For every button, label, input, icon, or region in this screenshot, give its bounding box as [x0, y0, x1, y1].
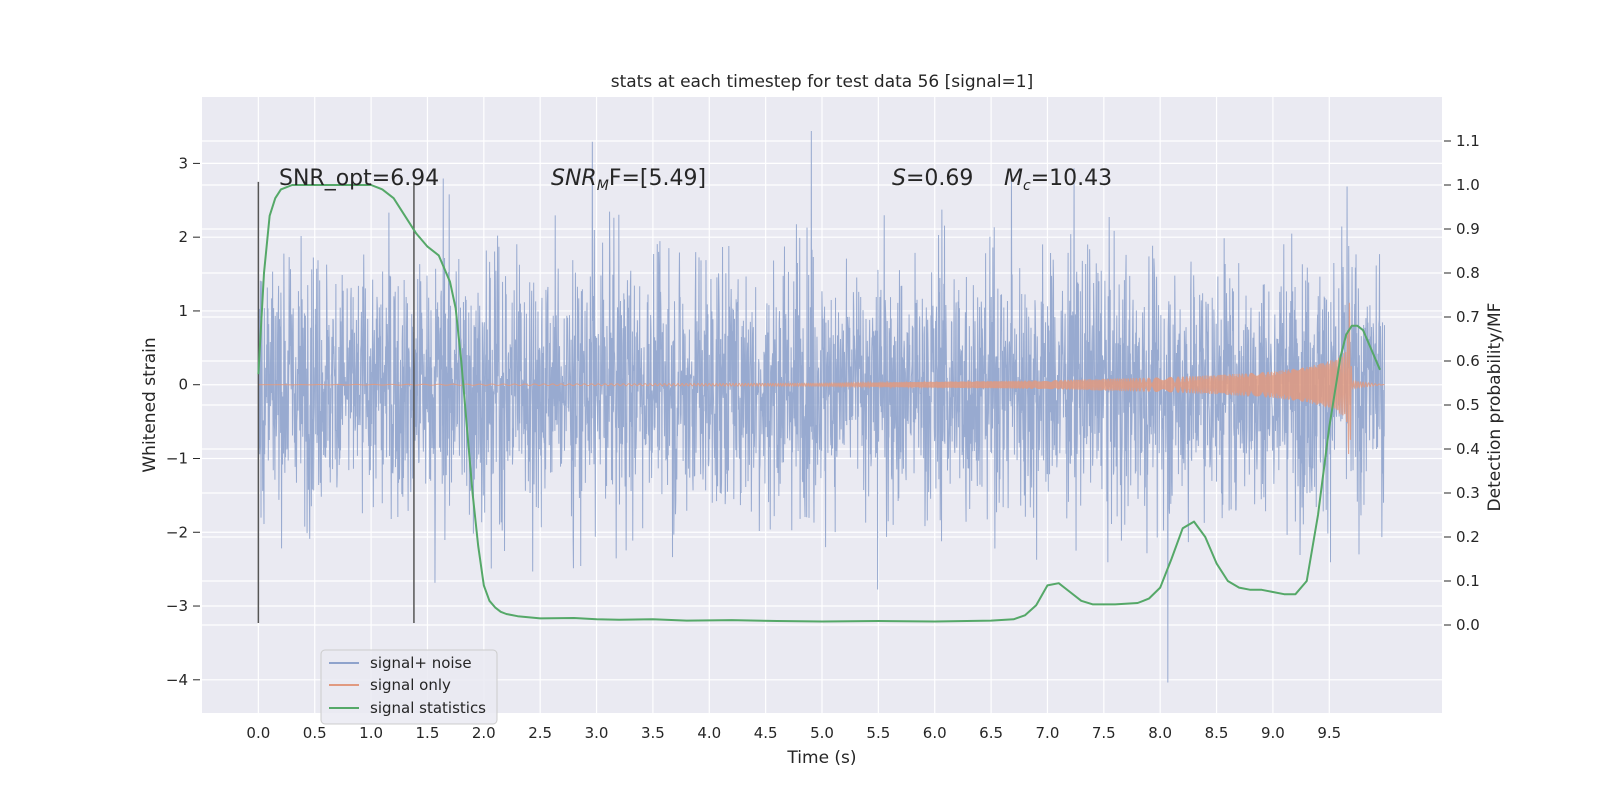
x-tick-label: 4.5 [754, 724, 778, 742]
y-tick-label: 2 [178, 228, 188, 246]
x-tick-label: 1.5 [416, 724, 440, 742]
signal-only-series [258, 302, 1385, 454]
x-axis-title: Time (s) [786, 748, 856, 768]
legend: signal+ noise signal only signal statist… [320, 649, 498, 725]
x-tick-label: 0.5 [303, 724, 327, 742]
x-tick-label: 0.0 [246, 724, 270, 742]
y-right-tick-labels: 1.1 1.0 0.9 0.8 0.7 0.6 0.5 0.4 0.3 0.2 0.1 0.0 [1444, 132, 1480, 634]
x-tick-label: 3.0 [585, 724, 609, 742]
y-right-tick-label: 0.2 [1456, 528, 1480, 546]
legend-label-noise: signal+ noise [370, 654, 472, 672]
snr-mf-base: SNR [551, 166, 597, 191]
legend-label-stats: signal statistics [370, 699, 486, 717]
mc-base: M [1004, 166, 1023, 191]
legend-label-signal: signal only [370, 676, 451, 694]
x-tick-label: 3.5 [641, 724, 665, 742]
s-annotation: S=0.69 [892, 166, 973, 191]
y-right-tick-label: 0.4 [1456, 440, 1480, 458]
noise-trace [257, 130, 1386, 683]
y-right-tick-label: 0.5 [1456, 396, 1480, 414]
snr-mf-annotation: SNRMF=[5.49] [551, 166, 706, 194]
y-right-tick-label: 1.1 [1456, 132, 1480, 150]
y-tick-label: −4 [166, 671, 188, 689]
x-tick-label: 2.0 [472, 724, 496, 742]
y-tick-label: 0 [178, 376, 188, 394]
x-tick-label: 1.0 [359, 724, 383, 742]
s-value: =0.69 [906, 166, 973, 191]
chart-title: stats at each timestep for test data 56 … [611, 72, 1034, 92]
x-tick-label: 9.5 [1317, 724, 1341, 742]
y-right-tick-label: 0.3 [1456, 484, 1480, 502]
mc-value: =10.43 [1031, 166, 1112, 191]
x-tick-label: 5.5 [866, 724, 890, 742]
x-tick-label: 5.0 [810, 724, 834, 742]
y-right-tick-label: 0.9 [1456, 220, 1480, 238]
x-tick-label: 8.0 [1148, 724, 1172, 742]
snr-opt-annotation: SNR_opt=6.94 [279, 166, 439, 191]
y-tick-label: 3 [178, 154, 188, 172]
mc-annotation: Mc=10.43 [1004, 166, 1112, 194]
y-right-tick-label: 0.8 [1456, 264, 1480, 282]
x-tick-label: 6.5 [979, 724, 1003, 742]
y-right-tick-label: 1.0 [1456, 176, 1480, 194]
x-tick-label: 7.0 [1036, 724, 1060, 742]
legend-box [320, 649, 498, 725]
s-label: S [892, 166, 906, 191]
y-axis-title: Whitened strain [140, 337, 160, 472]
y-tick-label: −3 [166, 597, 188, 615]
y-tick-label: 1 [178, 302, 188, 320]
x-tick-label: 4.0 [697, 724, 721, 742]
y-right-axis-title: Detection probability/MF [1485, 303, 1505, 512]
y-right-tick-label: 0.1 [1456, 572, 1480, 590]
snr-mf-sub: M [597, 178, 609, 194]
x-tick-label: 7.5 [1092, 724, 1116, 742]
marker-lines [257, 181, 415, 623]
statistics-trace [257, 184, 1381, 623]
y-right-tick-label: 0.7 [1456, 308, 1480, 326]
x-tick-label: 9.0 [1261, 724, 1285, 742]
noise-series [257, 130, 1386, 683]
y-right-tick-label: 0.6 [1456, 352, 1480, 370]
y-right-tick-label: 0.0 [1456, 616, 1480, 634]
x-tick-labels: 0.0 0.5 1.0 1.5 2.0 2.5 3.0 3.5 4.0 4.5 5.0 5.5 6.0 6… [246, 724, 1341, 742]
x-tick-label: 6.0 [923, 724, 947, 742]
x-tick-label: 2.5 [528, 724, 552, 742]
x-tick-label: 8.5 [1205, 724, 1229, 742]
y-tick-label: −1 [166, 449, 188, 467]
y-tick-labels: 3 2 1 0 −1 −2 −3 −4 [166, 154, 200, 689]
signal-only-trace [258, 302, 1385, 454]
mc-sub: c [1023, 178, 1031, 194]
y-tick-label: −2 [166, 523, 188, 541]
statistics-series [257, 184, 1381, 623]
snr-mf-rest: F=[5.49] [609, 166, 706, 191]
